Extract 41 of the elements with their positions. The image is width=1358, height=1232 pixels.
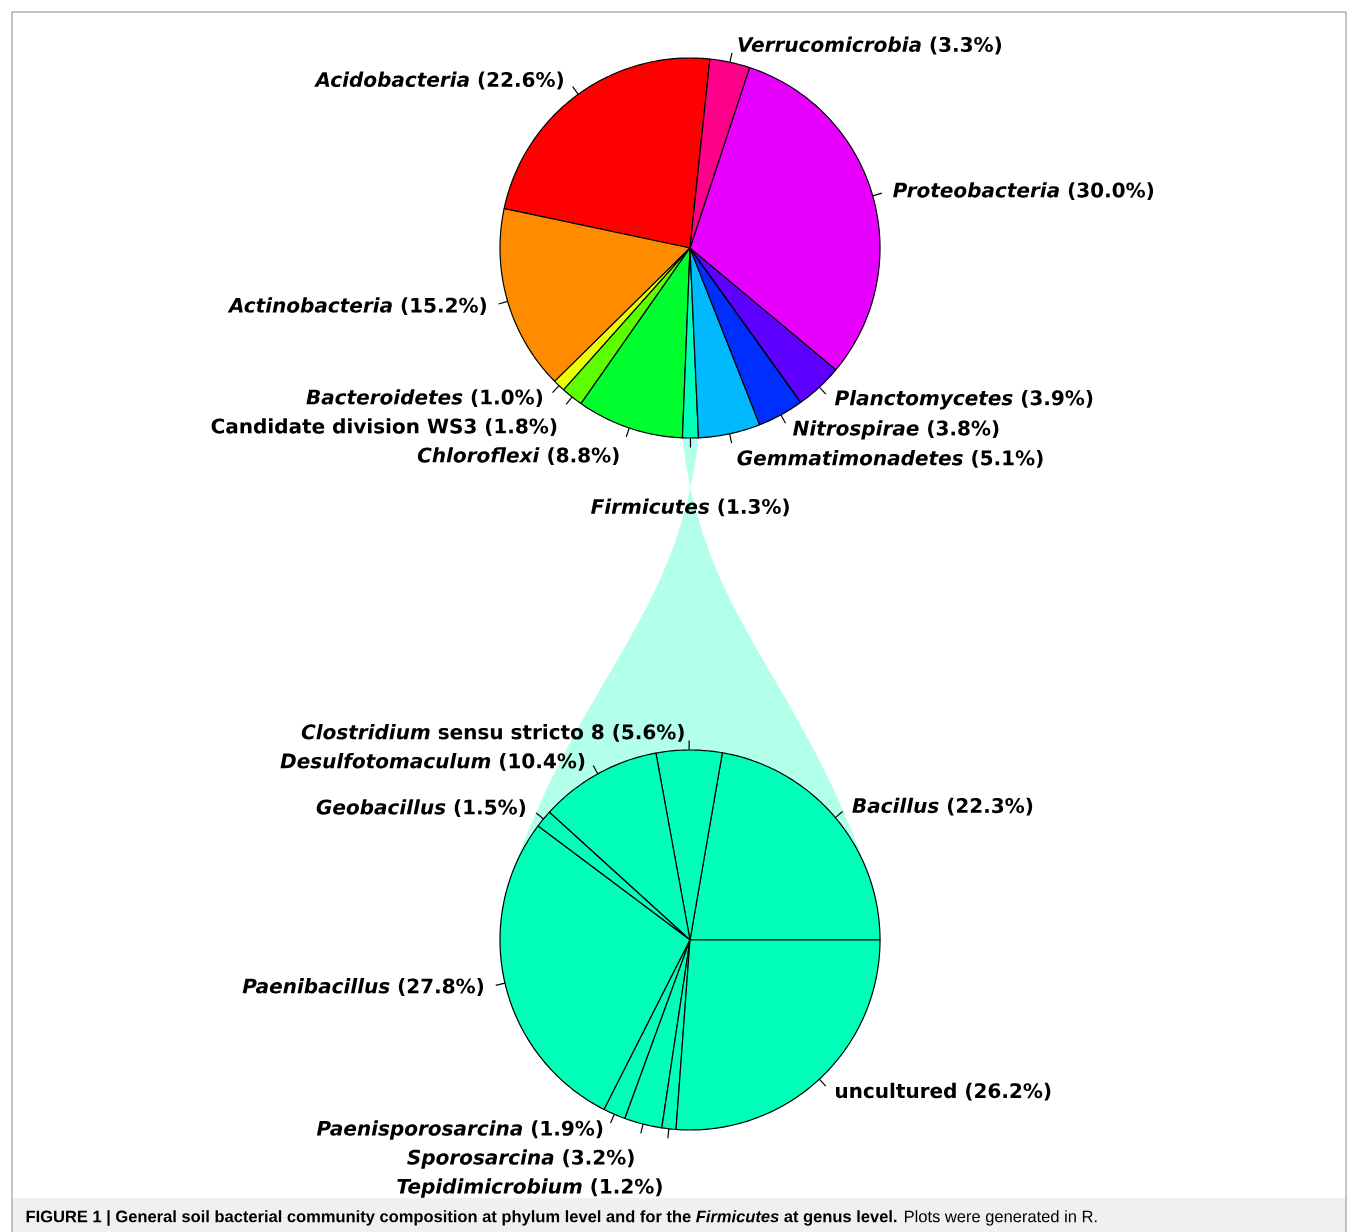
data-label: (26.2%) <box>966 1082 1051 1101</box>
slice-label: Nitrospirae <box>793 420 919 440</box>
slice-label: Actinobacteria <box>227 297 392 313</box>
slice-label: Gemmatimonadetes <box>737 449 963 466</box>
data-label: (5.6%) <box>613 724 684 742</box>
slice-label: Proteobacteria <box>893 182 1059 198</box>
data-label: (1.5%) <box>454 799 526 817</box>
slice-label: Desulfotomaculum <box>280 752 491 769</box>
slice-label: Paenisporosarcina <box>316 1120 523 1140</box>
data-label: (3.9%) <box>1021 389 1093 408</box>
data-label: (3.3%) <box>930 36 1002 55</box>
slice-label: uncultured <box>836 1082 956 1099</box>
data-label: (1.2%) <box>591 1178 662 1197</box>
slice-label: Firmicutes <box>591 498 710 514</box>
data-label: (10.4%) <box>500 753 585 771</box>
slice-label: Chloroflexi <box>417 447 540 463</box>
slice-label: Verrucomicrobia <box>738 36 921 53</box>
slice-label: Clostridium sensu stricto 8 <box>301 723 604 740</box>
slice-label: Paenibacillus <box>242 978 390 994</box>
slice-label: Planctomycetes <box>834 389 1013 410</box>
data-label: (1.0%) <box>471 389 543 407</box>
slice-label: Candidate division WS3 <box>211 418 476 434</box>
chart-title: FIGURE 1 | General soil bacterial community composition at phylum level and for the Firmicutes at genus level. Plots were generated in R. <box>26 1210 1097 1226</box>
data-label: (3.2%) <box>563 1149 634 1168</box>
data-label: (30.0%) <box>1068 182 1154 200</box>
slice-label: Geobacillus <box>316 799 446 815</box>
slice-label: Bacteroidetes <box>306 389 463 405</box>
slice-label: Bacillus <box>852 797 939 814</box>
data-label: (1.3%) <box>718 498 789 517</box>
data-label: (3.8%) <box>928 420 999 439</box>
data-label: (22.3%) <box>947 797 1033 816</box>
data-label: (22.6%) <box>478 71 563 90</box>
slice-label: Acidobacteria <box>314 71 469 88</box>
data-label: (1.8%) <box>485 418 557 436</box>
data-label: (1.9%) <box>531 1120 603 1139</box>
slice-label: Tepidimicrobium <box>397 1178 582 1198</box>
data-label: (8.8%) <box>548 447 619 465</box>
slice-label: Sporosarcina <box>407 1149 554 1169</box>
data-label: (5.1%) <box>972 450 1043 468</box>
data-label: (27.8%) <box>398 978 484 996</box>
data-label: (15.2%) <box>401 297 486 316</box>
